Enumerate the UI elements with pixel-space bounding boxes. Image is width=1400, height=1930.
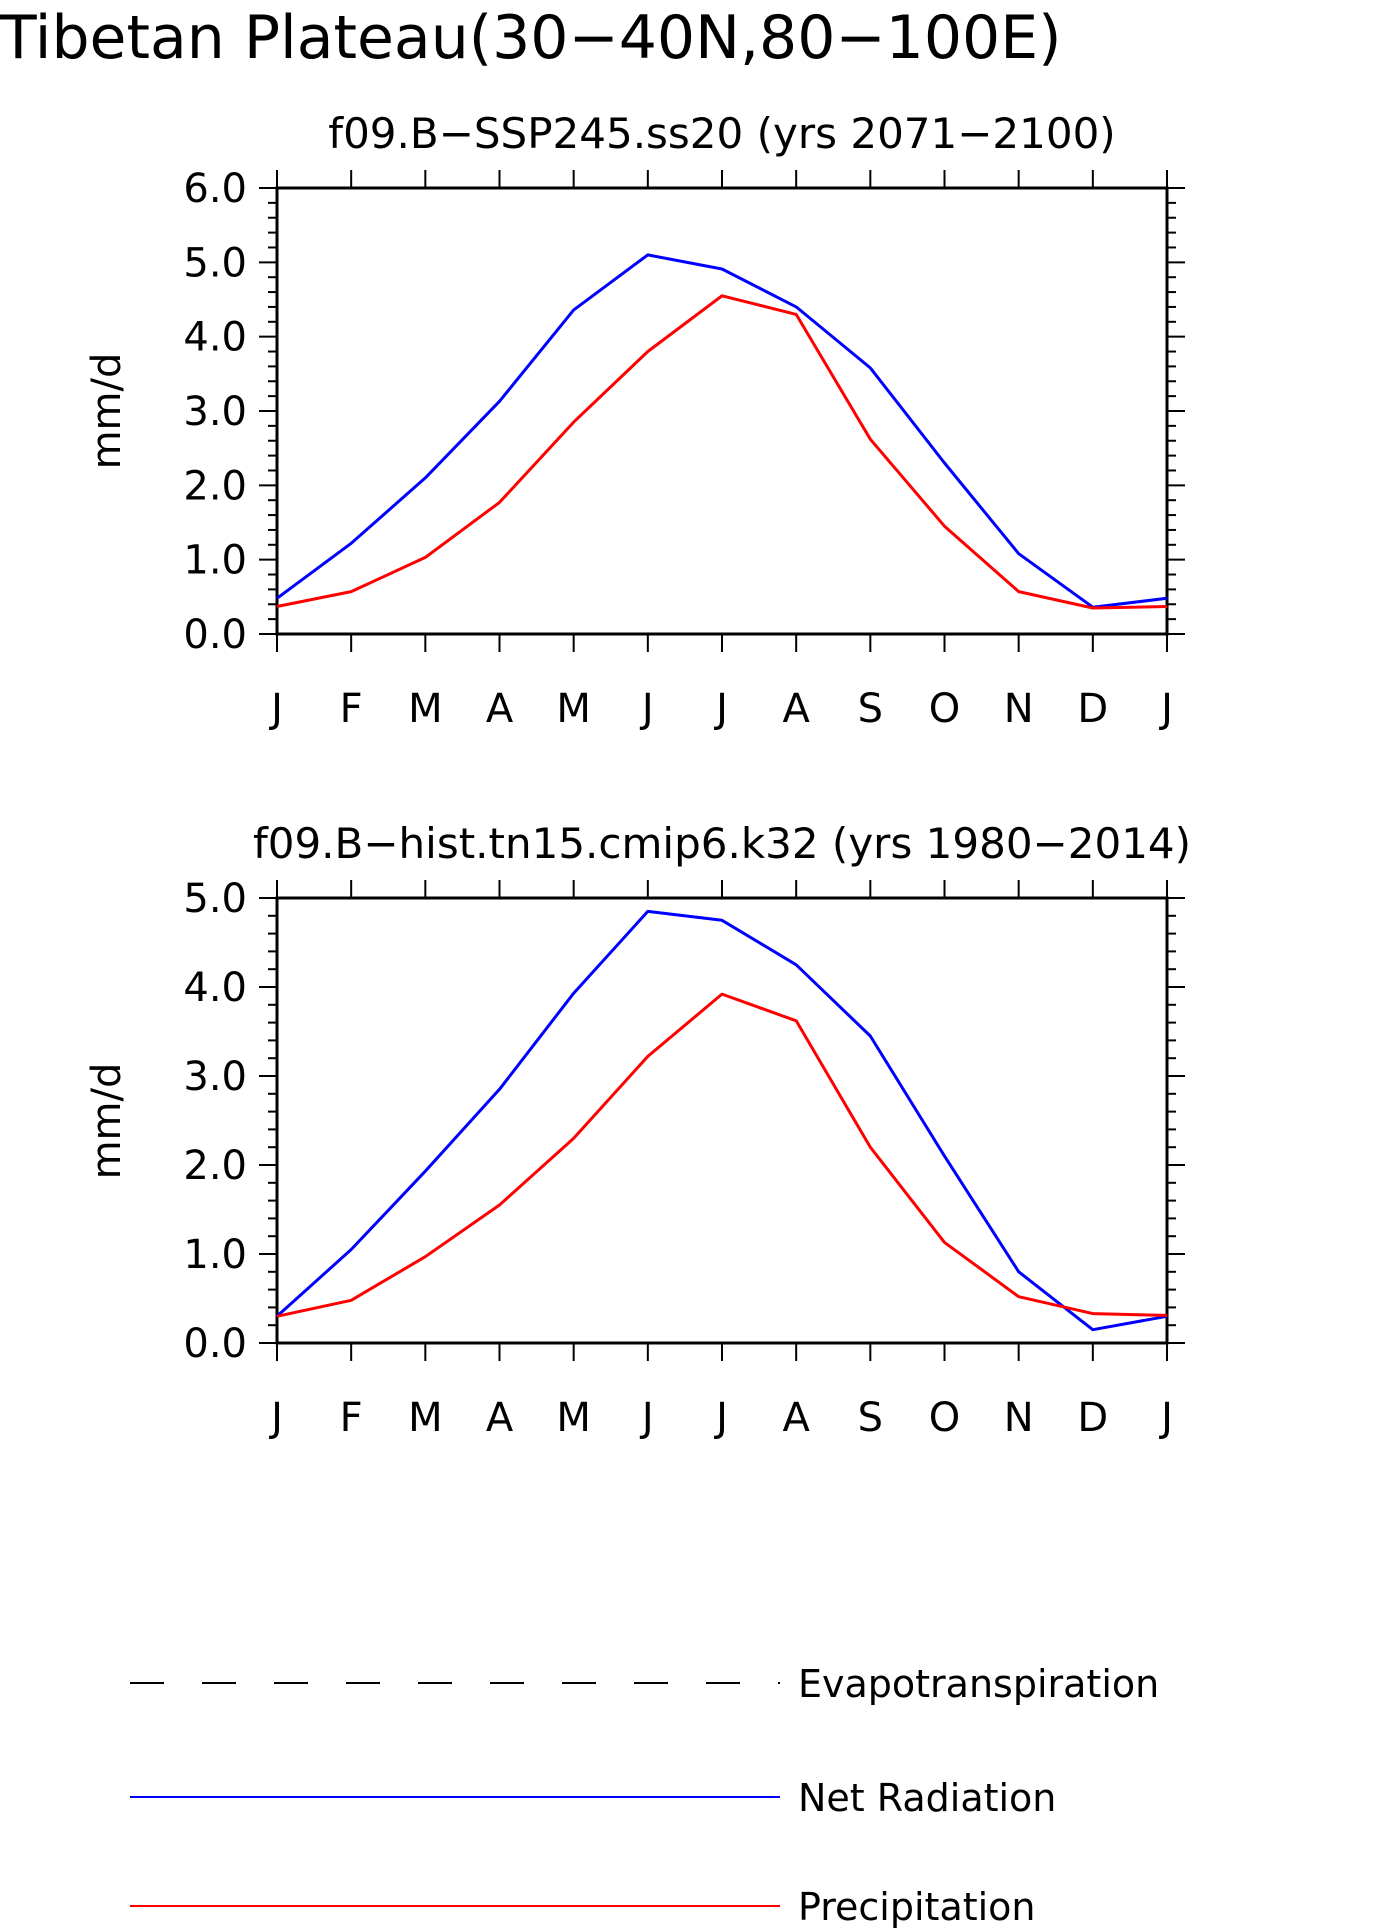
legend-label-net-radiation: Net Radiation xyxy=(798,1776,1056,1820)
x-tick-label: J xyxy=(713,1395,728,1441)
y-axis-label: mm/d xyxy=(84,353,130,470)
x-tick-label: S xyxy=(858,686,883,732)
y-tick-label: 1.0 xyxy=(183,1232,247,1278)
x-tick-label: N xyxy=(1004,1395,1034,1441)
series-line-precipitation xyxy=(276,294,1168,610)
y-tick-label: 4.0 xyxy=(183,965,247,1011)
legend-label-evapotranspiration: Evapotranspiration xyxy=(798,1662,1159,1706)
y-tick-label: 0.0 xyxy=(183,612,247,658)
y-tick-label: 3.0 xyxy=(183,389,247,435)
x-tick-label: M xyxy=(556,686,591,732)
y-tick-label: 5.0 xyxy=(183,240,247,286)
y-tick-label: 6.0 xyxy=(183,166,247,212)
y-tick-label: 2.0 xyxy=(183,463,247,509)
series-line-precipitation xyxy=(276,992,1168,1318)
x-tick-label: J xyxy=(268,686,283,732)
y-tick-label: 3.0 xyxy=(183,1054,247,1100)
legend-label-precipitation: Precipitation xyxy=(798,1885,1036,1929)
x-tick-label: F xyxy=(340,686,363,732)
chart-panel-hist: f09.B−hist.tn15.cmip6.k32 (yrs 1980−2014… xyxy=(84,819,1191,1441)
x-tick-label: F xyxy=(340,1395,363,1441)
y-tick-label: 5.0 xyxy=(183,876,247,922)
panel-title: f09.B−SSP245.ss20 (yrs 2071−2100) xyxy=(328,109,1115,158)
series-line-net-radiation xyxy=(275,909,1168,1332)
plot-frame xyxy=(275,186,1169,636)
x-tick-label: J xyxy=(1158,1395,1173,1441)
x-tick-label: N xyxy=(1004,686,1034,732)
x-tick-label: J xyxy=(268,1395,283,1441)
x-tick-label: M xyxy=(408,1395,443,1441)
y-tick-label: 1.0 xyxy=(183,538,247,584)
panel-title: f09.B−hist.tn15.cmip6.k32 (yrs 1980−2014… xyxy=(253,819,1191,868)
series-line-net-radiation xyxy=(276,253,1168,609)
x-tick-label: S xyxy=(858,1395,883,1441)
x-tick-label: O xyxy=(929,1395,960,1441)
x-tick-label: A xyxy=(486,1395,514,1441)
x-tick-label: D xyxy=(1077,686,1108,732)
x-tick-label: M xyxy=(556,1395,591,1441)
x-tick-label: A xyxy=(782,686,810,732)
y-tick-label: 2.0 xyxy=(183,1143,247,1189)
main-title: Tibetan Plateau(30−40N,80−100E) xyxy=(0,3,1062,73)
x-tick-label: A xyxy=(486,686,514,732)
x-tick-label: J xyxy=(639,686,654,732)
x-tick-label: M xyxy=(408,686,443,732)
x-tick-label: J xyxy=(713,686,728,732)
y-tick-label: 0.0 xyxy=(183,1321,247,1367)
y-tick-label: 4.0 xyxy=(183,315,247,361)
x-tick-label: J xyxy=(1158,686,1173,732)
x-tick-label: O xyxy=(929,686,960,732)
x-tick-label: D xyxy=(1077,1395,1108,1441)
x-tick-label: J xyxy=(639,1395,654,1441)
legend: Evapotranspiration Net Radiation Precipi… xyxy=(130,1662,1159,1929)
y-axis-label: mm/d xyxy=(84,1063,130,1180)
x-tick-label: A xyxy=(782,1395,810,1441)
plot-frame xyxy=(275,896,1169,1345)
chart-panel-ssp245: f09.B−SSP245.ss20 (yrs 2071−2100) 0.0 1.0 2… xyxy=(84,109,1185,732)
